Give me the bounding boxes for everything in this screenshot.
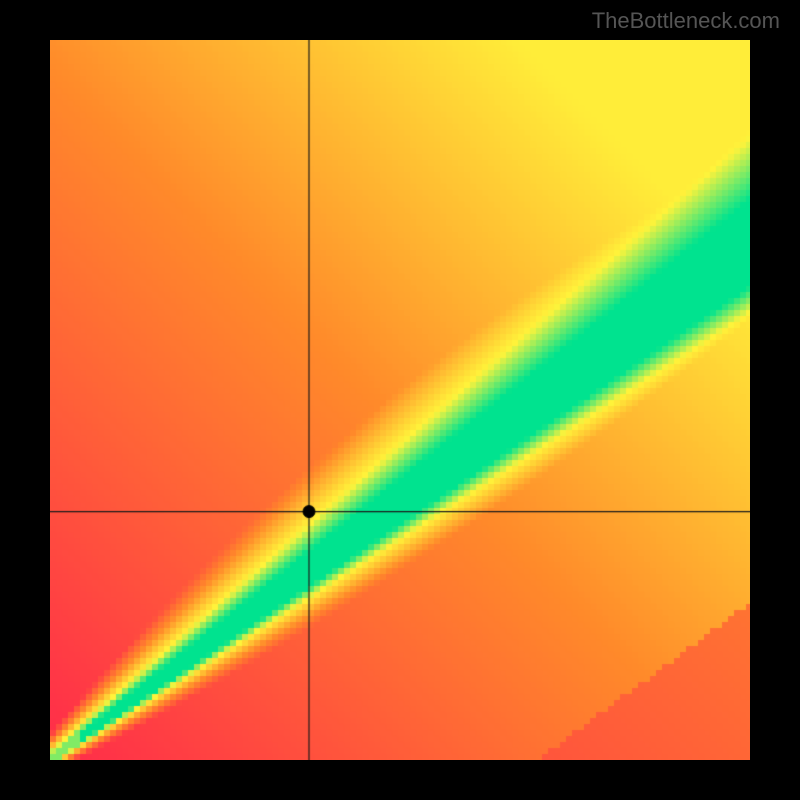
watermark-text: TheBottleneck.com: [592, 8, 780, 34]
bottleneck-heatmap: [50, 40, 750, 760]
heatmap-container: [50, 40, 750, 760]
